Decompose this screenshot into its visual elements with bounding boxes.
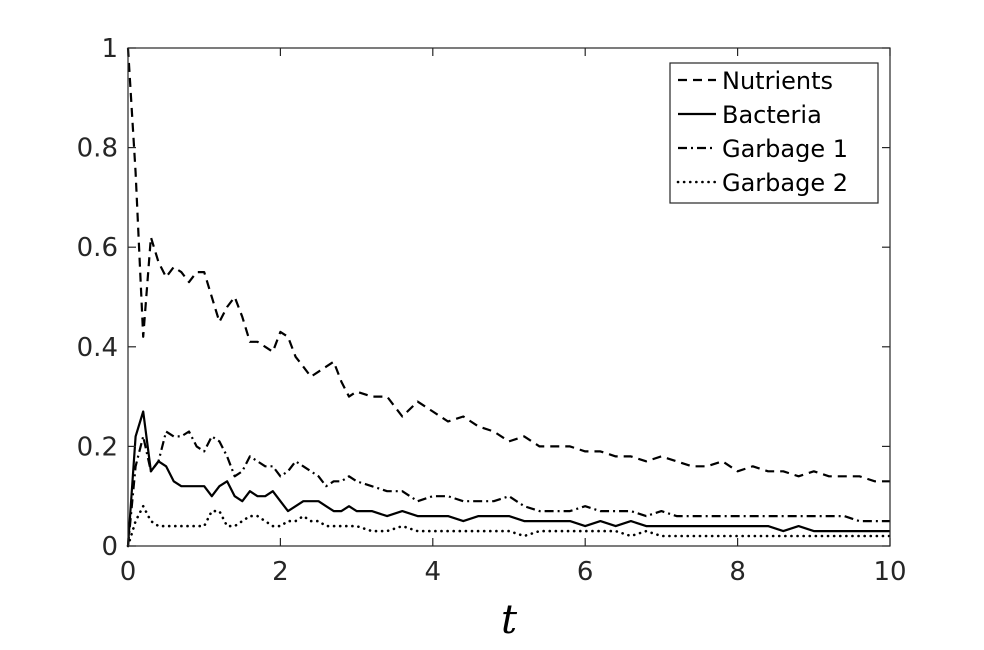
legend-box <box>669 62 879 204</box>
x-tick-label: 4 <box>425 557 442 587</box>
y-tick-label: 0.4 <box>77 333 118 363</box>
x-tick-label: 2 <box>272 557 289 587</box>
x-tick-label: 10 <box>873 557 906 587</box>
x-tick-label: 6 <box>577 557 594 587</box>
legend-label-bacteria: Bacteria <box>722 101 822 129</box>
y-tick-label: 0.6 <box>77 233 118 263</box>
ticks-layer: 0 2 4 6 8 10 0 0.2 0.4 0.6 0.8 1 <box>77 34 907 587</box>
axes-box <box>127 47 891 547</box>
x-axis-label: t <box>501 597 518 643</box>
axes-layer <box>127 47 891 547</box>
series-line-bacteria <box>126 410 890 547</box>
legend: Nutrients Bacteria Garbage 1 Garbage 2 <box>669 62 879 204</box>
x-tick-label: 0 <box>120 557 137 587</box>
series-line-garbage-2 <box>126 504 892 548</box>
series-layer <box>126 47 892 548</box>
legend-label-garbage-1: Garbage 1 <box>722 135 848 163</box>
y-tick-label: 1 <box>101 34 118 64</box>
y-tick-label: 0.8 <box>77 134 118 164</box>
series-line-garbage-1 <box>126 430 890 547</box>
y-tick-label: 0 <box>101 532 118 562</box>
legend-label-nutrients: Nutrients <box>722 67 833 95</box>
legend-label-garbage-2: Garbage 2 <box>722 169 848 197</box>
series-line-nutrients <box>126 47 890 483</box>
x-tick-label: 8 <box>729 557 746 587</box>
y-tick-label: 0.2 <box>77 432 118 462</box>
